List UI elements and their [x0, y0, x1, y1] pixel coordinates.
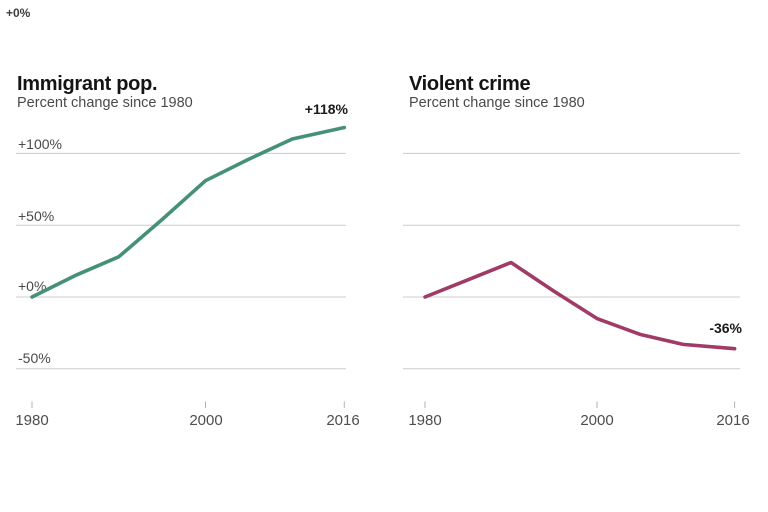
y-axis-label-plus50: +50% [18, 208, 55, 224]
chart-title-violent-crime: Violent crime [409, 72, 531, 95]
data-line-immigrant-population-pct-change [30, 125, 347, 299]
y-axis-label-plus100: +100% [18, 136, 62, 152]
x-axis-label-right-1980: 1980 [408, 412, 442, 429]
y-axis-label-plus0: +0% [18, 278, 47, 294]
chart-title-immigrant-pop: Immigrant pop. [17, 72, 158, 95]
y-axis-label-minus50: -50% [18, 350, 51, 366]
end-annotation-immigrant-pop: +118% [304, 101, 348, 117]
stray-zero-percent-label: +0% [6, 6, 31, 20]
chart-subtitle-violent-crime: Percent change since 1980 [409, 94, 585, 111]
x-axis-label-left-1980: 1980 [15, 412, 49, 429]
x-axis-label-right-2000: 2000 [580, 412, 614, 429]
chart-subtitle-immigrant-pop: Percent change since 1980 [17, 94, 193, 111]
x-axis-label-right-2016: 2016 [716, 412, 750, 429]
x-axis-label-left-2000: 2000 [189, 412, 223, 429]
end-annotation-violent-crime: -36% [709, 320, 742, 336]
data-line-violent-crime-pct-change [423, 260, 737, 351]
x-axis-label-left-2016: 2016 [326, 412, 360, 429]
